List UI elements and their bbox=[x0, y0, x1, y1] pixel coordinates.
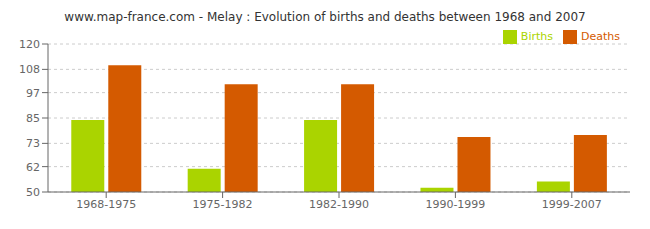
svg-text:1982-1990: 1982-1990 bbox=[309, 198, 369, 211]
svg-text:85: 85 bbox=[26, 112, 40, 125]
svg-text:1968-1975: 1968-1975 bbox=[76, 198, 136, 211]
svg-text:1990-1999: 1990-1999 bbox=[425, 198, 485, 211]
svg-text:50: 50 bbox=[26, 186, 40, 199]
html-text:Deaths: Deaths bbox=[581, 30, 620, 43]
svg-text:120: 120 bbox=[19, 38, 40, 51]
html-text:Births: Births bbox=[520, 30, 553, 43]
html-text:www.map-france.com - Melay : E: www.map-france.com - Melay : Evolution o… bbox=[64, 10, 586, 24]
svg-text:97: 97 bbox=[26, 87, 40, 100]
svg-text:1999-2007: 1999-2007 bbox=[542, 198, 602, 211]
svg-text:73: 73 bbox=[26, 137, 40, 150]
svg-text:62: 62 bbox=[26, 161, 40, 174]
svg-text:1975-1982: 1975-1982 bbox=[193, 198, 253, 211]
svg-text:108: 108 bbox=[19, 63, 40, 76]
